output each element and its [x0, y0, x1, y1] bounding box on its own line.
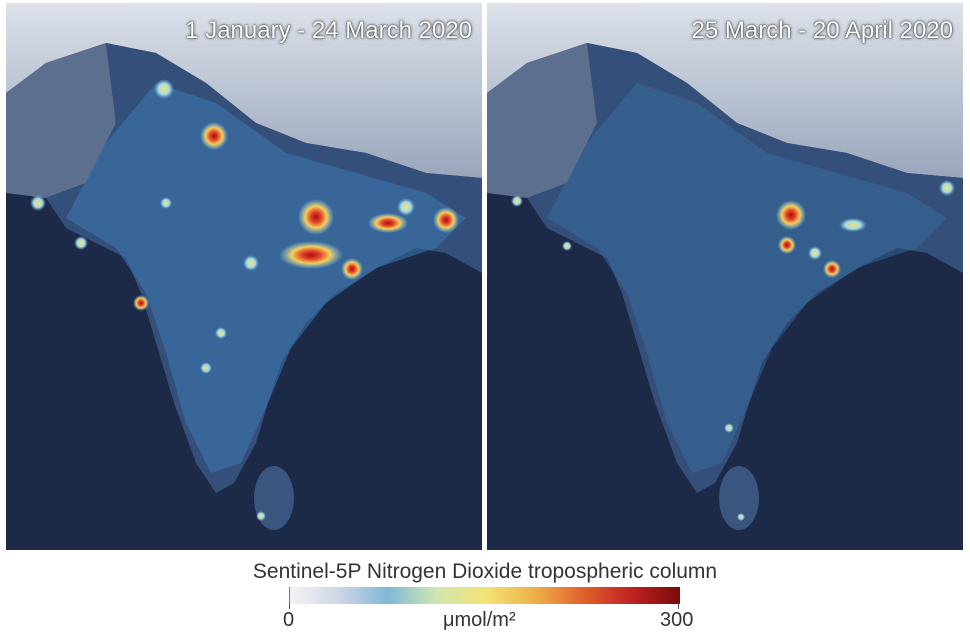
map-panel-during-lockdown: 25 March - 20 April 2020 [487, 3, 963, 550]
period-label-during: 25 March - 20 April 2020 [691, 17, 953, 44]
legend-title: Sentinel-5P Nitrogen Dioxide tropospheri… [252, 560, 718, 583]
satellite-map-during [487, 3, 963, 550]
colorbar-tick-max [678, 603, 679, 609]
colorbar-unit-label: μmol/m² [443, 609, 516, 631]
satellite-map-before [6, 3, 482, 550]
colorbar-tick-min [289, 603, 290, 609]
period-label-before: 1 January - 24 March 2020 [185, 17, 472, 44]
colorbar-min-label: 0 [283, 609, 295, 631]
map-panel-before-lockdown: 1 January - 24 March 2020 [6, 3, 482, 550]
colorbar-max-label: 300 [660, 609, 694, 631]
colorbar [289, 587, 680, 604]
